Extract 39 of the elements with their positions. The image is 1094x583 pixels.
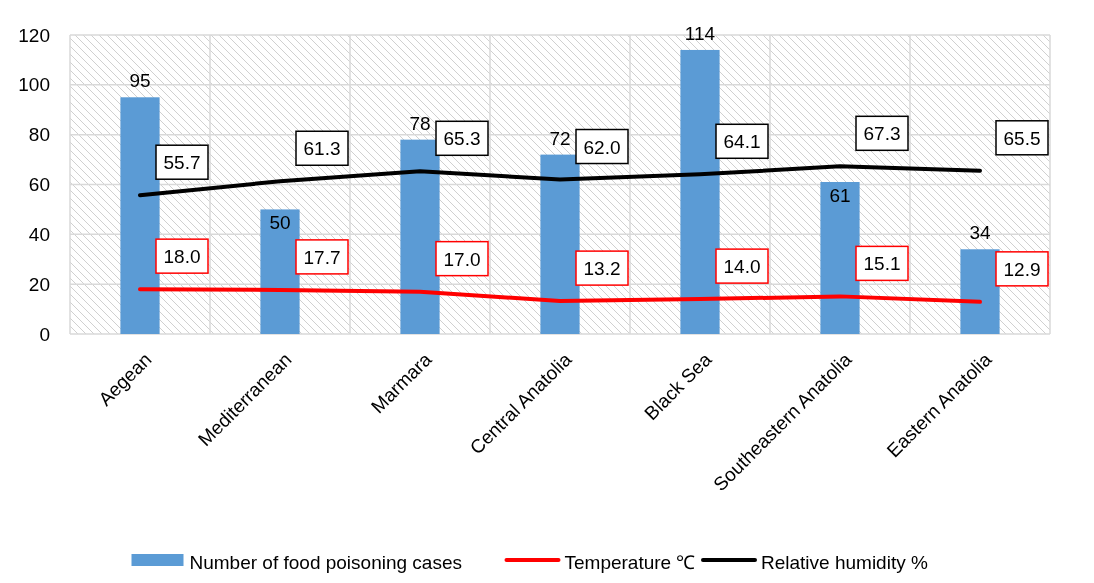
bar	[120, 97, 160, 334]
data-label: 14.0	[723, 256, 761, 278]
data-label: 114	[684, 22, 716, 44]
y-tick-label: 60	[28, 174, 50, 196]
data-label: 18.0	[163, 246, 201, 268]
data-label: 61.3	[303, 138, 341, 160]
legend-label: Number of food poisoning cases	[189, 552, 462, 573]
data-label: 78	[409, 112, 431, 134]
data-label: 95	[129, 70, 151, 92]
bar	[260, 209, 300, 334]
y-tick-label: 100	[18, 74, 50, 96]
data-label: 67.3	[863, 123, 901, 145]
y-tick-label: 80	[28, 124, 50, 146]
bar	[680, 49, 720, 334]
y-tick-label: 40	[28, 223, 50, 245]
data-label: 17.0	[443, 248, 481, 270]
data-label: 72	[549, 127, 571, 149]
legend-label: Temperature ℃	[564, 552, 696, 573]
data-label: 15.1	[863, 253, 901, 275]
y-tick-label: 0	[39, 323, 50, 345]
bar	[960, 249, 1000, 334]
data-label: 17.7	[303, 246, 341, 268]
data-label: 34	[969, 222, 991, 244]
y-tick-label: 120	[18, 24, 50, 46]
bar	[820, 182, 860, 334]
data-label: 55.7	[163, 152, 201, 174]
data-label: 62.0	[583, 136, 621, 158]
data-label: 50	[269, 212, 291, 234]
line-series	[138, 287, 982, 304]
legend-label: Relative humidity %	[761, 552, 928, 573]
data-label: 12.9	[1003, 258, 1041, 280]
y-tick-label: 20	[28, 273, 50, 295]
data-label: 65.3	[443, 128, 481, 150]
bar	[400, 139, 440, 334]
data-label: 64.1	[723, 131, 761, 153]
data-label: 65.5	[1003, 127, 1041, 149]
bar	[540, 154, 580, 334]
data-label: 13.2	[583, 258, 621, 280]
data-label: 61	[829, 185, 851, 207]
